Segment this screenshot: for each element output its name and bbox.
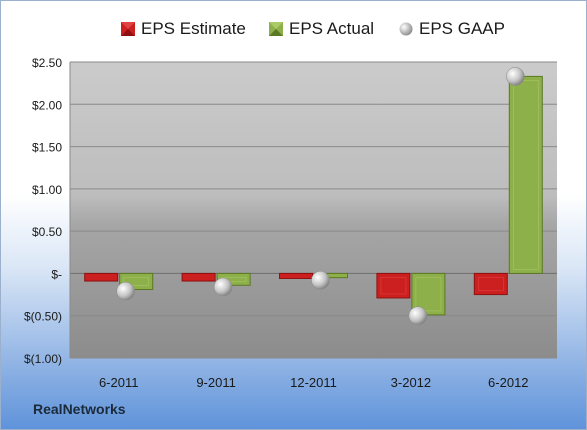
estimate-bar	[84, 272, 119, 282]
legend-label-estimate: EPS Estimate	[141, 19, 246, 38]
plot-area	[70, 62, 557, 358]
y-tick-label: $2.50	[32, 56, 62, 70]
gaap-marker	[213, 277, 233, 297]
x-tick-label: 6-2012	[488, 375, 528, 390]
company-name: RealNetworks	[33, 401, 126, 417]
y-tick-label: $-	[51, 267, 62, 281]
x-axis-ticks: 6-2011 9-2011 12-2011 3-2012 6-2012	[99, 375, 529, 390]
gaap-marker	[116, 281, 135, 301]
actual-bar	[508, 75, 543, 274]
legend-label-gaap: EPS GAAP	[419, 19, 505, 38]
y-tick-label: $2.00	[32, 98, 62, 112]
estimate-bar	[181, 272, 216, 282]
y-tick-label: $(0.50)	[24, 310, 62, 324]
estimate-bar-body	[181, 272, 216, 282]
gaap-marker	[311, 270, 330, 290]
legend-item-estimate: EPS Estimate	[121, 14, 246, 44]
legend-item-gaap: EPS GAAP	[399, 14, 505, 44]
estimate-bar	[376, 272, 411, 299]
estimate-bar-body	[279, 272, 313, 280]
actual-bar-bevel	[123, 277, 149, 286]
gaap-marker	[408, 306, 428, 325]
y-axis-ticks: $2.50 $2.00 $1.50 $1.00 $0.50 $- $(0.50) $(1.00…	[24, 56, 62, 366]
legend-swatch-estimate	[121, 22, 135, 36]
gaap-marker	[506, 67, 525, 86]
estimate-bar-body	[84, 272, 119, 282]
x-tick-label: 12-2011	[290, 375, 337, 390]
y-tick-label: $0.50	[32, 225, 62, 239]
estimate-bar	[279, 272, 313, 280]
gaap-markers	[116, 67, 525, 325]
legend: EPS Estimate EPS Actual EPS GAAP	[0, 14, 587, 44]
y-tick-label: $1.00	[32, 183, 62, 197]
actual-bar-bevel	[415, 277, 442, 312]
y-tick-label: $(1.00)	[24, 352, 62, 366]
x-tick-label: 9-2011	[196, 375, 236, 390]
x-tick-label: 6-2011	[99, 375, 139, 390]
x-tick-label: 3-2012	[391, 375, 431, 390]
estimate-bar-bevel	[477, 277, 504, 291]
plot-background	[70, 62, 557, 358]
bars	[84, 75, 543, 316]
y-tick-label: $1.50	[32, 141, 62, 155]
estimate-bar-bevel	[380, 277, 407, 295]
actual-bar-bevel	[512, 80, 539, 270]
actual-bar	[411, 272, 446, 316]
legend-swatch-gaap	[399, 22, 413, 36]
legend-label-actual: EPS Actual	[289, 19, 375, 38]
estimate-bar	[473, 272, 508, 296]
legend-swatch-actual	[269, 22, 283, 36]
legend-item-actual: EPS Actual	[269, 14, 374, 44]
